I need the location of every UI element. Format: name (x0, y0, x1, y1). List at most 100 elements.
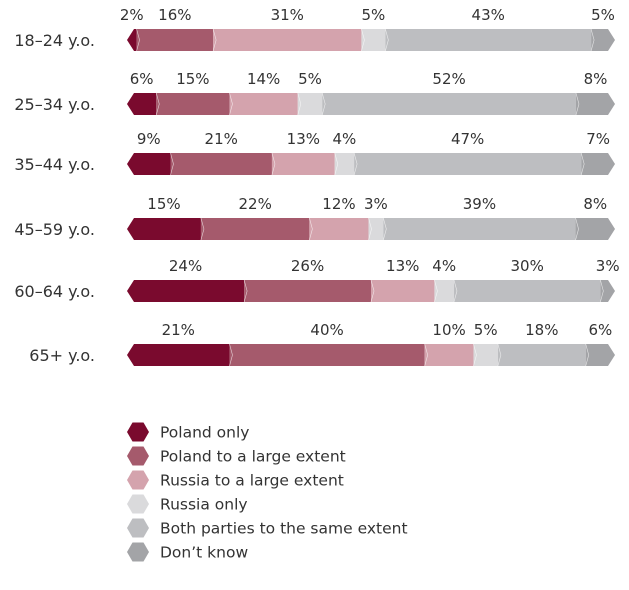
bar-segment (200, 218, 310, 240)
segment-divider (353, 152, 358, 176)
value-label: 13% (287, 130, 320, 148)
bar-segment (497, 344, 586, 366)
category-label: 45–59 y.o. (14, 220, 95, 239)
value-label: 15% (176, 70, 209, 88)
value-label: 10% (432, 321, 465, 339)
legend: Poland only Poland to a large extent Russi… (127, 422, 408, 562)
legend-label: Poland to a large extent (160, 448, 346, 466)
category-label: 35–44 y.o. (14, 155, 95, 174)
bar-segment (383, 218, 576, 240)
bar-row: 35–44 y.o. 9% 21% 13% 4% 47% 7% (14, 130, 615, 176)
legend-item: Russia only (127, 494, 248, 514)
bar-segment (424, 344, 474, 366)
bar-segment (127, 280, 245, 302)
legend-swatch (127, 518, 149, 538)
value-label: 6% (130, 70, 154, 88)
bar-segment (585, 344, 615, 366)
value-label: 40% (310, 321, 343, 339)
segment-divider (309, 217, 313, 241)
segment-divider (212, 28, 217, 52)
value-label: 21% (162, 321, 195, 339)
value-label: 52% (432, 70, 465, 88)
segment-divider (321, 92, 326, 116)
legend-swatch (127, 470, 149, 490)
value-label: 16% (158, 6, 191, 24)
bar-segment (309, 218, 369, 240)
value-label: 31% (271, 6, 304, 24)
bar-segment (354, 153, 582, 175)
legend-item: Both parties to the same extent (127, 518, 408, 538)
segment-divider (585, 343, 590, 367)
legend-item: Russia to a large extent (127, 470, 344, 490)
segment-divider (453, 279, 458, 303)
bar-segment (473, 344, 498, 366)
category-label: 18–24 y.o. (14, 31, 95, 50)
category-label: 25–34 y.o. (14, 95, 95, 114)
bar-row: 45–59 y.o. 15% 22% 12% 3% 39% 8% (14, 195, 615, 241)
bar-segment (127, 153, 171, 175)
bar-segment (453, 280, 601, 302)
segment-divider (297, 92, 302, 116)
bar-segment (136, 29, 214, 51)
value-label: 21% (205, 130, 238, 148)
value-label: 13% (386, 257, 419, 275)
legend-label: Poland only (160, 424, 249, 442)
value-label: 26% (291, 257, 324, 275)
legend-swatch (127, 542, 149, 562)
value-label: 3% (596, 257, 620, 275)
bar-segment (170, 153, 272, 175)
legend-label: Russia only (160, 496, 248, 514)
legend-swatch (127, 446, 149, 466)
bar-segment (297, 93, 323, 115)
bar-segment (591, 29, 615, 51)
value-label: 8% (584, 70, 608, 88)
bar-segment (127, 344, 230, 366)
bar-segment (156, 93, 230, 115)
segment-divider (200, 217, 205, 241)
bar-segment (127, 218, 201, 240)
bar-segment (271, 153, 335, 175)
legend-label: Both parties to the same extent (160, 520, 408, 538)
bar-row: 18–24 y.o. 2% 16% 31% 5% 43% 5% (14, 6, 615, 52)
bar-row: 65+ y.o. 21% 40% 10% 5% 18% 6% (29, 321, 615, 367)
bar-segment (368, 218, 384, 240)
bar-segment (322, 93, 576, 115)
bar-segment (371, 280, 435, 302)
value-label: 12% (322, 195, 355, 213)
segment-divider (383, 217, 387, 241)
value-label: 24% (169, 257, 202, 275)
value-label: 5% (298, 70, 322, 88)
legend-swatch (127, 494, 149, 514)
segment-divider (361, 28, 365, 52)
legend-label: Russia to a large extent (160, 472, 344, 490)
value-label: 8% (583, 195, 607, 213)
bars-layer: 18–24 y.o. 2% 16% 31% 5% 43% 5% 25–34 y.o. 6% 15%… (14, 6, 620, 367)
value-label: 7% (586, 130, 610, 148)
value-label: 4% (432, 257, 456, 275)
legend-item: Don’t know (127, 542, 248, 562)
segment-divider (229, 92, 233, 116)
segment-divider (575, 92, 580, 116)
category-label: 60–64 y.o. (14, 282, 95, 301)
value-label: 39% (463, 195, 496, 213)
bar-segment (127, 29, 137, 51)
value-label: 47% (451, 130, 484, 148)
value-label: 43% (472, 6, 505, 24)
category-label: 65+ y.o. (29, 346, 95, 365)
bar-segment (127, 93, 157, 115)
bar-segment (229, 93, 298, 115)
value-label: 5% (361, 6, 385, 24)
value-label: 15% (147, 195, 180, 213)
value-label: 18% (525, 321, 558, 339)
segment-divider (368, 217, 372, 241)
segment-divider (580, 152, 585, 176)
segment-divider (497, 343, 502, 367)
bar-segment (434, 280, 454, 302)
segment-divider (385, 28, 389, 52)
value-label: 5% (474, 321, 498, 339)
legend-label: Don’t know (160, 544, 248, 562)
segment-divider (136, 28, 140, 52)
bar-segment (213, 29, 362, 51)
bar-segment (581, 153, 615, 175)
value-label: 30% (510, 257, 543, 275)
